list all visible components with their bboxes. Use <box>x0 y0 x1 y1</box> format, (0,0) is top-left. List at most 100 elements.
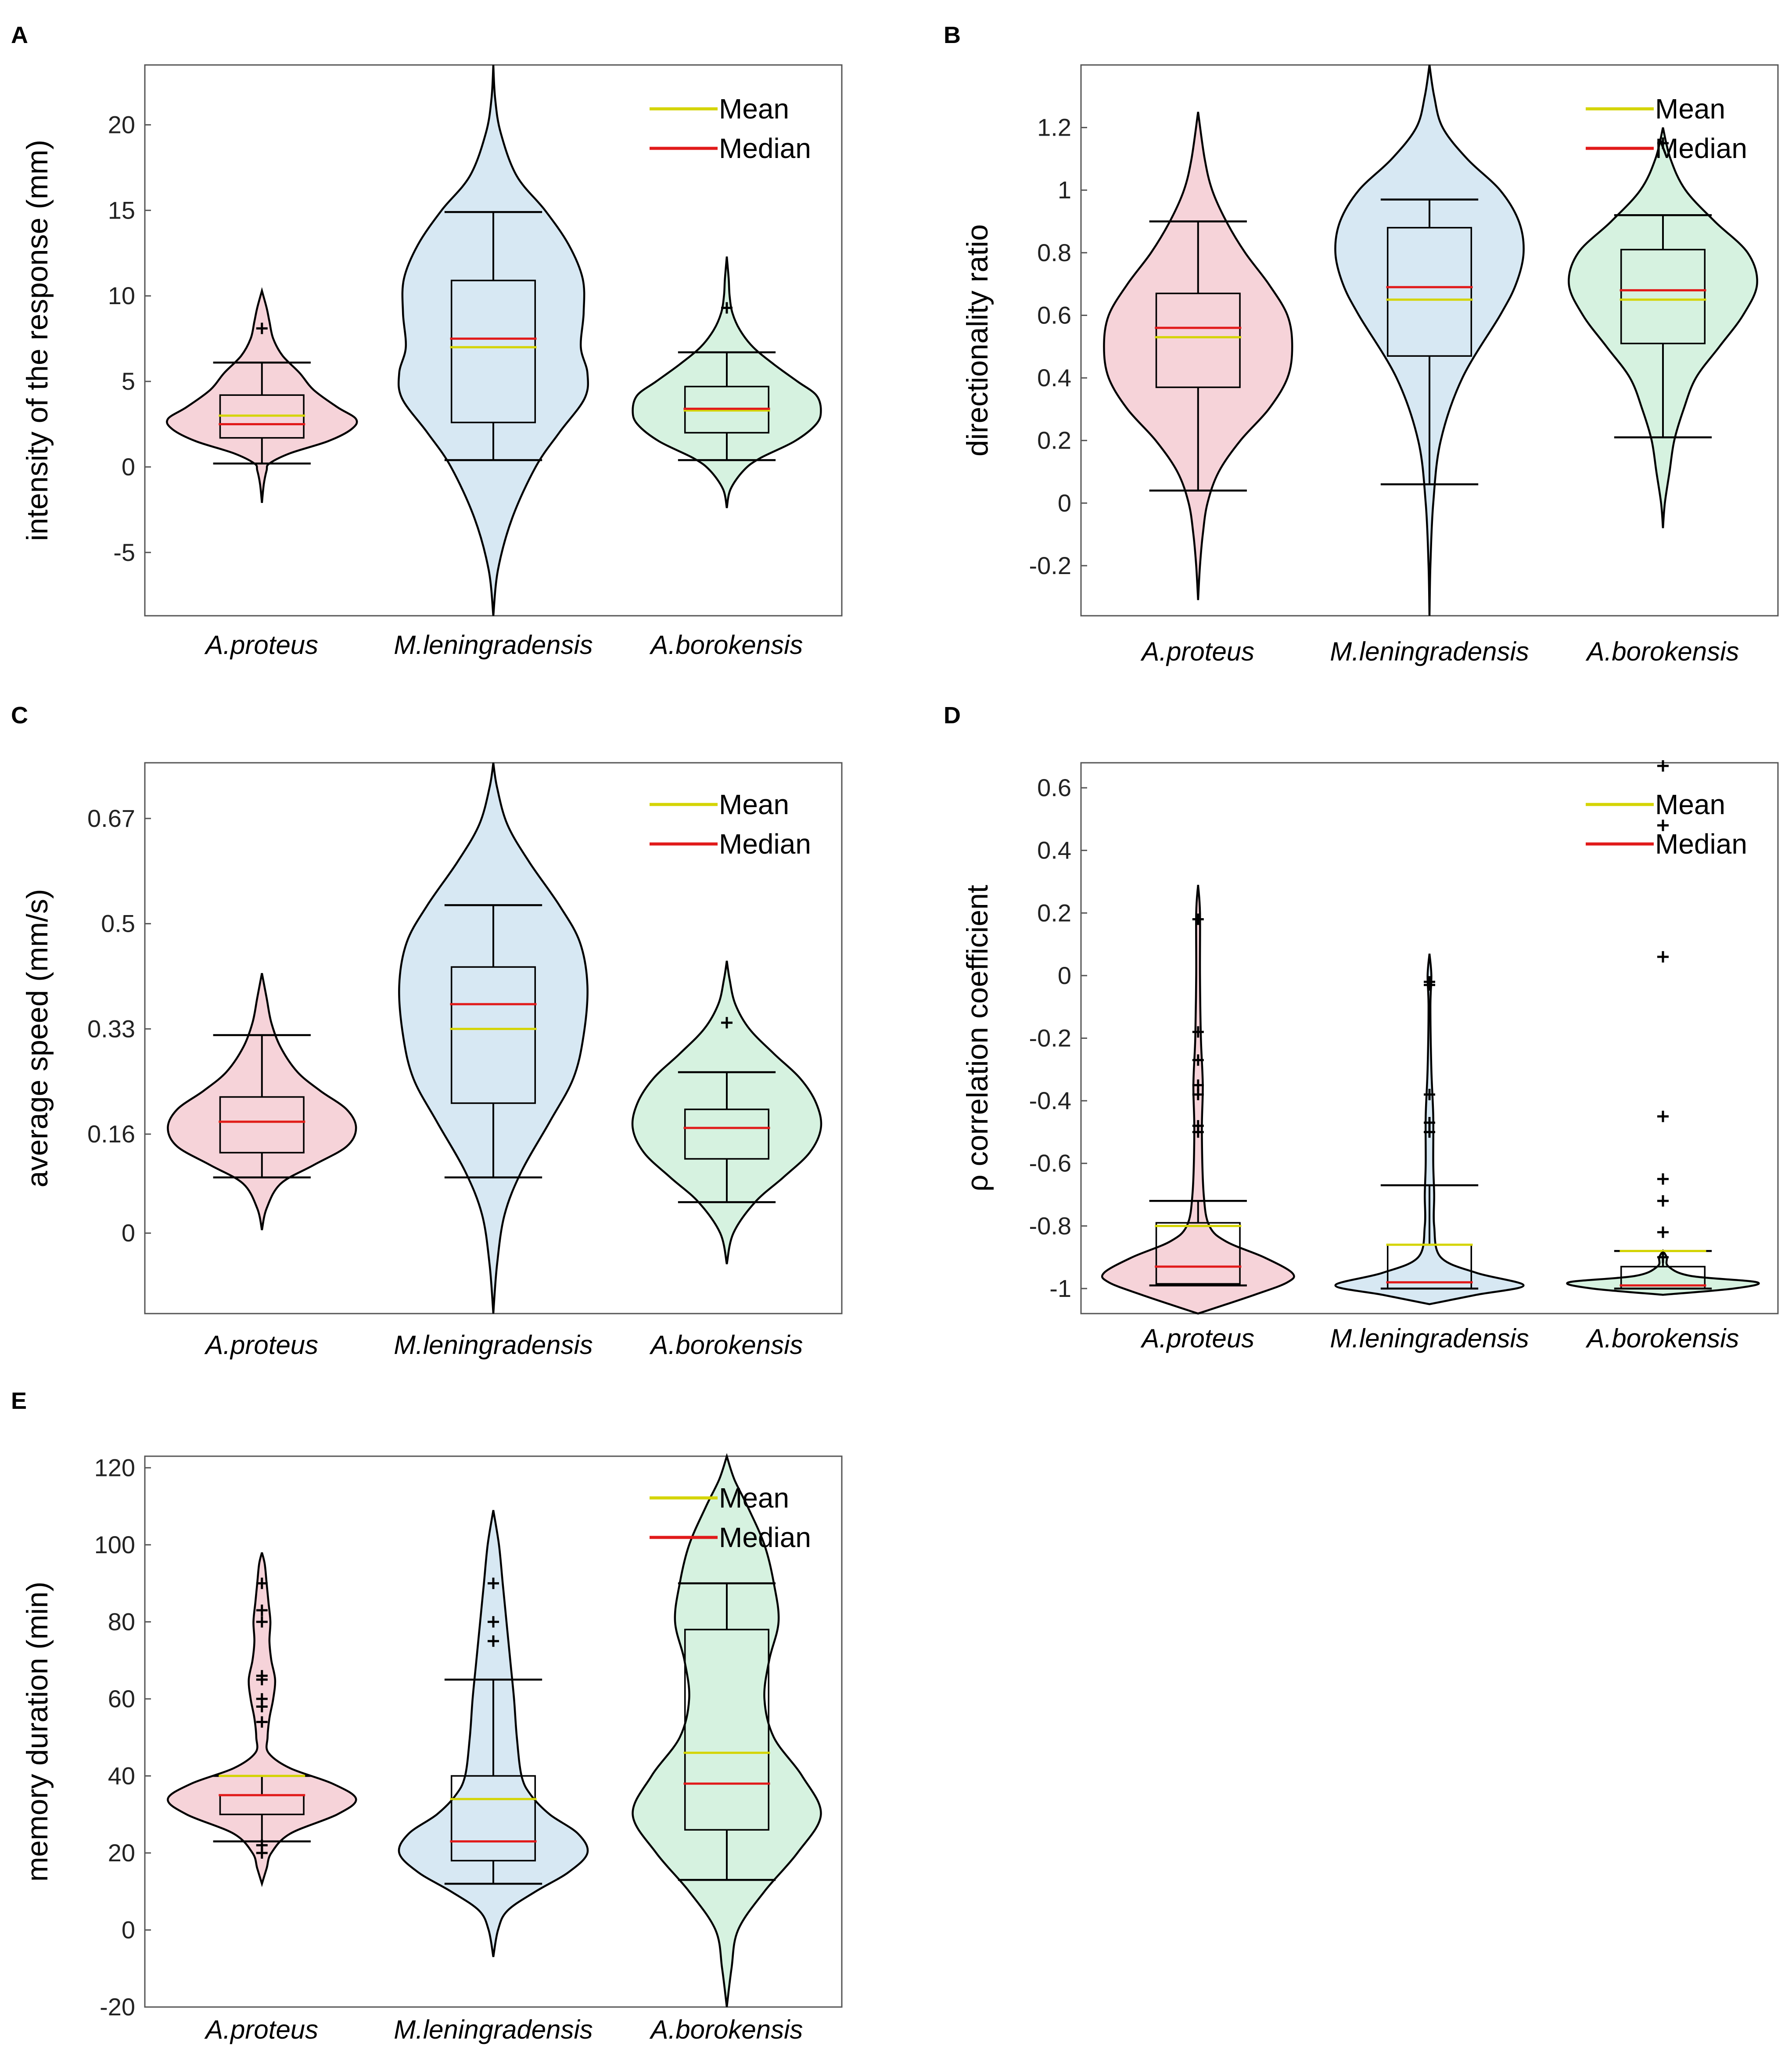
violin-body <box>398 762 589 1314</box>
y-tick-label: 0.2 <box>1037 899 1071 926</box>
panel-e: E -20 0 20 40 60 80 100 120 memory duration (min)… <box>11 1388 843 2044</box>
y-axis-label: directionality ratio <box>961 224 994 456</box>
outlier-marker <box>256 1670 268 1682</box>
legend: Mean Median <box>1586 93 1747 164</box>
panel-letter: A <box>11 22 28 48</box>
outlier-marker <box>1192 1026 1204 1038</box>
y-tick-label: -1 <box>1049 1275 1071 1302</box>
y-tick-label: -20 <box>100 1993 135 2021</box>
violin-body <box>632 1453 822 2007</box>
outlier-marker <box>1657 1251 1669 1263</box>
category-label: M.leningradensis <box>394 1330 593 1360</box>
y-tick-label: 0.8 <box>1037 239 1071 266</box>
y-tick-label: -0.4 <box>1029 1087 1072 1114</box>
violin-body <box>1568 127 1758 528</box>
violin-m-leningradensis <box>397 65 589 616</box>
panel-c: C 0 0.16 0.33 0.5 0.67 average speed (mm/s) A.p… <box>11 702 843 1360</box>
violin-a-borokensis <box>631 960 822 1264</box>
legend: Mean Median <box>650 789 811 860</box>
violin-body <box>167 973 357 1231</box>
violin-a-borokensis <box>632 256 822 508</box>
y-tick-label: 0.4 <box>1037 837 1071 864</box>
category-label: A.proteus <box>1140 1324 1254 1353</box>
category-label: M.leningradensis <box>1330 1324 1529 1353</box>
outlier-marker <box>256 1716 268 1728</box>
outlier-marker <box>1657 1110 1669 1122</box>
outlier-marker <box>1424 1126 1435 1138</box>
violin-a-proteus <box>166 287 358 503</box>
category-label: A.proteus <box>1140 637 1254 666</box>
category-label: M.leningradensis <box>394 2015 593 2044</box>
category-label: A.proteus <box>204 2015 318 2044</box>
outlier-marker <box>488 1616 499 1628</box>
y-tick-label: 0 <box>1058 962 1071 989</box>
category-label: A.proteus <box>204 1330 318 1360</box>
category-label: A.borokensis <box>650 630 803 660</box>
legend-median-label: Median <box>719 133 811 164</box>
y-axis-label: average speed (mm/s) <box>21 889 54 1187</box>
legend-median-label: Median <box>1655 133 1747 164</box>
panel-b: B -0.2 0 0.2 0.4 0.6 0.8 1 1.2 directionality rat… <box>944 22 1779 666</box>
legend: Mean Median <box>650 1482 811 1553</box>
y-tick-label: 5 <box>122 367 135 395</box>
y-tick-label: 0 <box>1058 489 1071 517</box>
iqr-box <box>684 1108 770 1160</box>
y-tick-label: 0.6 <box>1037 301 1071 329</box>
violin-m-leningradensis <box>398 762 589 1314</box>
y-axis-label: memory duration (min) <box>21 1582 54 1882</box>
outlier-marker <box>256 1693 268 1705</box>
y-tick-label: 0.16 <box>87 1120 135 1148</box>
legend-mean-label: Mean <box>719 93 789 125</box>
iqr-box <box>450 280 536 424</box>
violin-a-proteus <box>167 1552 357 1887</box>
y-tick-label: 0.5 <box>101 910 135 937</box>
outlier-marker <box>1192 1126 1204 1138</box>
outlier-marker <box>488 1635 499 1647</box>
y-tick-label: 100 <box>94 1531 135 1558</box>
iqr-box <box>1155 1222 1241 1285</box>
outlier-marker <box>1424 979 1435 991</box>
outlier-marker <box>256 1605 268 1616</box>
y-tick-label: 120 <box>94 1454 135 1481</box>
legend-mean-label: Mean <box>1655 93 1725 125</box>
category-label: A.borokensis <box>650 2015 803 2044</box>
legend-median-label: Median <box>719 828 811 860</box>
y-tick-label: -0.2 <box>1029 552 1072 579</box>
violin-a-borokensis <box>1566 760 1760 1296</box>
y-tick-label: 0.4 <box>1037 364 1071 391</box>
legend-mean-label: Mean <box>719 789 789 820</box>
violin-body <box>1334 65 1525 616</box>
y-tick-label: 80 <box>108 1608 135 1635</box>
violin-m-leningradensis <box>1334 953 1525 1305</box>
outlier-marker <box>1424 1088 1435 1100</box>
iqr-box <box>1620 1266 1706 1289</box>
y-tick-label: 1 <box>1058 176 1071 204</box>
y-tick-label: 20 <box>108 1839 135 1867</box>
legend-median-label: Median <box>719 1522 811 1553</box>
legend: Mean Median <box>650 93 811 164</box>
iqr-box <box>450 1775 536 1862</box>
y-tick-label: -0.2 <box>1029 1024 1072 1052</box>
outlier-marker <box>1657 819 1669 831</box>
category-label: A.borokensis <box>1586 637 1739 666</box>
violin-body <box>631 960 822 1264</box>
panel-d: D -1 -0.8 -0.6 -0.4 -0.2 0 0.2 0.4 0.6 ρ correlati… <box>944 702 1779 1353</box>
violin-body <box>1103 111 1293 600</box>
category-label: A.proteus <box>204 630 318 660</box>
violin-m-leningradensis <box>398 1510 589 1957</box>
outlier-marker <box>1192 913 1204 925</box>
outlier-marker <box>1657 137 1669 149</box>
legend: Mean Median <box>1586 789 1747 860</box>
iqr-box <box>1620 248 1706 345</box>
violin-a-proteus <box>1101 884 1295 1315</box>
y-tick-label: 0 <box>122 1916 135 1943</box>
y-tick-label: 60 <box>108 1685 135 1713</box>
violin-a-proteus <box>167 973 357 1231</box>
y-tick-label: 0.2 <box>1037 427 1071 454</box>
iqr-box <box>1386 227 1472 357</box>
category-label: A.borokensis <box>650 1330 803 1360</box>
panel-letter: D <box>944 702 961 729</box>
y-tick-label: 15 <box>108 196 135 224</box>
legend-median-label: Median <box>1655 828 1747 860</box>
